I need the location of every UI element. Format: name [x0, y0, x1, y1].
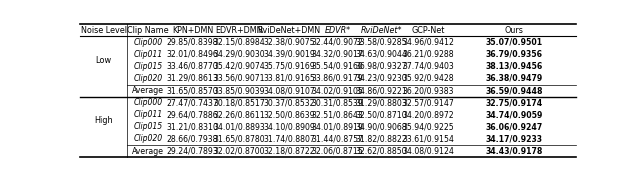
- Text: 32.38/0.9075: 32.38/0.9075: [264, 38, 315, 47]
- Text: Clip011: Clip011: [134, 50, 163, 59]
- Text: 30.18/0.8517: 30.18/0.8517: [213, 98, 265, 107]
- Text: 32.18/0.8722: 32.18/0.8722: [264, 146, 315, 156]
- Text: 34.86/0.9221: 34.86/0.9221: [356, 86, 408, 95]
- Text: 32.50/0.8639: 32.50/0.8639: [264, 110, 315, 119]
- Text: 34.29/0.9030: 34.29/0.9030: [213, 50, 265, 59]
- Text: EDVR*: EDVR*: [324, 26, 351, 35]
- Text: Clip000: Clip000: [134, 98, 163, 107]
- Text: 31.29/0.8803: 31.29/0.8803: [356, 98, 408, 107]
- Text: 31.29/0.8613: 31.29/0.8613: [166, 74, 218, 83]
- Text: Clip011: Clip011: [134, 110, 163, 119]
- Text: 29.24/0.7893: 29.24/0.7893: [167, 146, 218, 156]
- Text: 35.75/0.9169: 35.75/0.9169: [264, 62, 315, 71]
- Text: 31.21/0.8310: 31.21/0.8310: [166, 122, 218, 131]
- Text: Average: Average: [132, 86, 164, 95]
- Text: 34.17/0.9233: 34.17/0.9233: [486, 134, 543, 143]
- Text: 34.43/0.9178: 34.43/0.9178: [485, 146, 543, 156]
- Text: 36.98/0.9327: 36.98/0.9327: [356, 62, 407, 71]
- Text: 33.46/0.8770: 33.46/0.8770: [167, 62, 218, 71]
- Text: 34.08/0.9107: 34.08/0.9107: [264, 86, 315, 95]
- Text: 34.08/0.9124: 34.08/0.9124: [403, 146, 454, 156]
- Text: 31.82/0.8822: 31.82/0.8822: [356, 134, 408, 143]
- Text: 33.86/0.9179: 33.86/0.9179: [312, 74, 364, 83]
- Text: GCP-Net: GCP-Net: [412, 26, 445, 35]
- Text: 35.54/0.9160: 35.54/0.9160: [312, 62, 364, 71]
- Text: 34.02/0.9105: 34.02/0.9105: [312, 86, 364, 95]
- Text: 36.20/0.9383: 36.20/0.9383: [403, 86, 454, 95]
- Text: High: High: [94, 116, 113, 125]
- Text: 34.39/0.9019: 34.39/0.9019: [264, 50, 315, 59]
- Text: Clip020: Clip020: [134, 74, 163, 83]
- Text: 31.65/0.8570: 31.65/0.8570: [167, 86, 218, 95]
- Text: 34.10/0.8909: 34.10/0.8909: [264, 122, 315, 131]
- Text: 36.38/0.9479: 36.38/0.9479: [485, 74, 543, 83]
- Text: 32.44/0.9072: 32.44/0.9072: [312, 38, 364, 47]
- Text: 34.74/0.9059: 34.74/0.9059: [485, 110, 543, 119]
- Text: 34.01/0.8893: 34.01/0.8893: [213, 122, 265, 131]
- Text: 36.79/0.9356: 36.79/0.9356: [486, 50, 543, 59]
- Text: 34.32/0.9017: 34.32/0.9017: [312, 50, 364, 59]
- Text: 32.57/0.9147: 32.57/0.9147: [403, 98, 454, 107]
- Text: 38.13/0.9456: 38.13/0.9456: [485, 62, 543, 71]
- Text: 32.50/0.8710: 32.50/0.8710: [356, 110, 408, 119]
- Text: Clip015: Clip015: [134, 62, 163, 71]
- Text: Clip000: Clip000: [134, 38, 163, 47]
- Text: 34.96/0.9412: 34.96/0.9412: [403, 38, 454, 47]
- Text: Average: Average: [132, 146, 164, 156]
- Text: Noise Level: Noise Level: [81, 26, 127, 35]
- Text: 28.66/0.7938: 28.66/0.7938: [167, 134, 218, 143]
- Text: 35.92/0.9428: 35.92/0.9428: [403, 74, 454, 83]
- Text: RviDeNet*: RviDeNet*: [361, 26, 403, 35]
- Text: 27.47/0.7437: 27.47/0.7437: [166, 98, 218, 107]
- Text: 32.15/0.8984: 32.15/0.8984: [213, 38, 265, 47]
- Text: 33.81/0.9165: 33.81/0.9165: [264, 74, 315, 83]
- Text: RviDeNet+DMN: RviDeNet+DMN: [258, 26, 321, 35]
- Text: 33.56/0.9071: 33.56/0.9071: [213, 74, 265, 83]
- Text: 36.59/0.9448: 36.59/0.9448: [485, 86, 543, 95]
- Text: 32.62/0.8850: 32.62/0.8850: [356, 146, 407, 156]
- Text: 34.23/0.9230: 34.23/0.9230: [356, 74, 408, 83]
- Text: 34.90/0.9068: 34.90/0.9068: [356, 122, 408, 131]
- Text: 35.42/0.9074: 35.42/0.9074: [213, 62, 265, 71]
- Text: 34.01/0.8919: 34.01/0.8919: [312, 122, 364, 131]
- Text: 30.37/0.8532: 30.37/0.8532: [264, 98, 315, 107]
- Text: 32.01/0.8496: 32.01/0.8496: [166, 50, 218, 59]
- Text: 36.06/0.9247: 36.06/0.9247: [485, 122, 543, 131]
- Text: 31.44/0.8757: 31.44/0.8757: [312, 134, 364, 143]
- Text: 32.26/0.8611: 32.26/0.8611: [213, 110, 265, 119]
- Text: 33.61/0.9154: 33.61/0.9154: [403, 134, 454, 143]
- Text: Clip Name: Clip Name: [127, 26, 169, 35]
- Text: 29.85/0.8398: 29.85/0.8398: [167, 38, 218, 47]
- Text: 31.65/0.8780: 31.65/0.8780: [213, 134, 265, 143]
- Text: 35.94/0.9225: 35.94/0.9225: [403, 122, 454, 131]
- Text: 29.64/0.7886: 29.64/0.7886: [167, 110, 218, 119]
- Text: 35.07/0.9501: 35.07/0.9501: [485, 38, 543, 47]
- Text: Ours: Ours: [504, 26, 524, 35]
- Text: 34.63/0.9044: 34.63/0.9044: [356, 50, 408, 59]
- Text: 33.85/0.9039: 33.85/0.9039: [214, 86, 265, 95]
- Text: Clip015: Clip015: [134, 122, 163, 131]
- Text: 32.75/0.9174: 32.75/0.9174: [485, 98, 543, 107]
- Text: KPN+DMN: KPN+DMN: [172, 26, 213, 35]
- Text: 37.74/0.9403: 37.74/0.9403: [403, 62, 454, 71]
- Text: 36.21/0.9288: 36.21/0.9288: [403, 50, 454, 59]
- Text: 33.58/0.9285: 33.58/0.9285: [356, 38, 407, 47]
- Text: 34.20/0.8972: 34.20/0.8972: [403, 110, 454, 119]
- Text: 30.31/0.8539: 30.31/0.8539: [312, 98, 364, 107]
- Text: 32.06/0.8715: 32.06/0.8715: [312, 146, 364, 156]
- Text: Clip020: Clip020: [134, 134, 163, 143]
- Text: 31.74/0.8807: 31.74/0.8807: [264, 134, 315, 143]
- Text: Low: Low: [95, 56, 111, 65]
- Text: 32.51/0.8643: 32.51/0.8643: [312, 110, 364, 119]
- Text: 32.02/0.8700: 32.02/0.8700: [214, 146, 265, 156]
- Text: EDVR+DMN: EDVR+DMN: [216, 26, 263, 35]
